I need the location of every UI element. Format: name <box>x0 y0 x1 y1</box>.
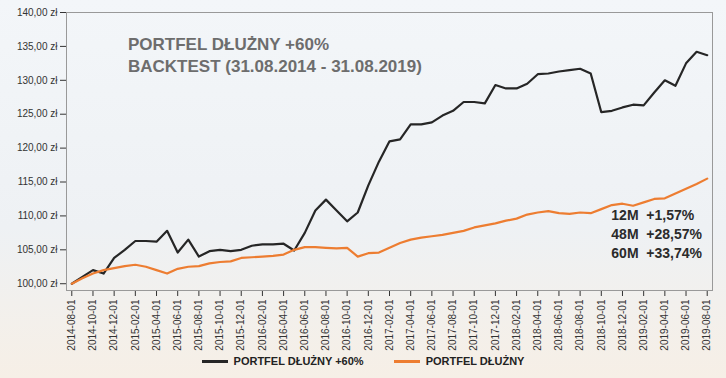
svg-text:2019-04-01: 2019-04-01 <box>659 299 670 351</box>
html-text:BACKTEST (31.08.2014 - 31.08.2: BACKTEST (31.08.2014 - 31.08.2019) <box>128 57 422 76</box>
svg-text:2017-12-01: 2017-12-01 <box>490 299 501 351</box>
svg-text:2016-02-01: 2016-02-01 <box>257 299 268 351</box>
svg-text:2015-04-01: 2015-04-01 <box>151 299 162 351</box>
svg-text:140,00 zł: 140,00 zł <box>17 7 58 18</box>
svg-text:2016-06-01: 2016-06-01 <box>299 299 310 351</box>
svg-text:2015-12-01: 2015-12-01 <box>235 299 246 351</box>
svg-text:2015-08-01: 2015-08-01 <box>193 299 204 351</box>
svg-text:2016-12-01: 2016-12-01 <box>363 299 374 351</box>
svg-text:2017-06-01: 2017-06-01 <box>426 299 437 351</box>
svg-text:2015-10-01: 2015-10-01 <box>214 299 225 351</box>
svg-text:2015-06-01: 2015-06-01 <box>172 299 183 351</box>
svg-text:2019-08-01: 2019-08-01 <box>701 299 712 351</box>
svg-text:2018-10-01: 2018-10-01 <box>596 299 607 351</box>
svg-text:130,00 zł: 130,00 zł <box>17 75 58 86</box>
svg-text:2014-08-01: 2014-08-01 <box>66 299 77 351</box>
svg-text:120,00 zł: 120,00 zł <box>17 142 58 153</box>
svg-text:100,00 zł: 100,00 zł <box>17 278 58 289</box>
html-text:12M +1,57%: 12M +1,57% <box>611 207 695 223</box>
svg-text:2014-12-01: 2014-12-01 <box>108 299 119 351</box>
svg-text:2017-08-01: 2017-08-01 <box>447 299 458 351</box>
svg-text:2018-04-01: 2018-04-01 <box>532 299 543 351</box>
svg-text:2019-02-01: 2019-02-01 <box>638 299 649 351</box>
svg-text:2019-06-01: 2019-06-01 <box>680 299 691 351</box>
svg-text:2017-02-01: 2017-02-01 <box>384 299 395 351</box>
svg-text:2018-06-01: 2018-06-01 <box>553 299 564 351</box>
svg-text:125,00 zł: 125,00 zł <box>17 108 58 119</box>
html-text:48M +28,57%: 48M +28,57% <box>611 226 702 242</box>
svg-text:2016-08-01: 2016-08-01 <box>320 299 331 351</box>
svg-text:105,00 zł: 105,00 zł <box>17 244 58 255</box>
svg-text:115,00 zł: 115,00 zł <box>18 176 59 187</box>
svg-text:2015-02-01: 2015-02-01 <box>130 299 141 351</box>
svg-text:2017-04-01: 2017-04-01 <box>405 299 416 351</box>
svg-text:2018-08-01: 2018-08-01 <box>574 299 585 351</box>
svg-text:2018-12-01: 2018-12-01 <box>617 299 628 351</box>
svg-text:2016-10-01: 2016-10-01 <box>341 299 352 351</box>
svg-text:135,00 zł: 135,00 zł <box>17 41 58 52</box>
svg-text:2016-04-01: 2016-04-01 <box>278 299 289 351</box>
svg-text:2018-02-01: 2018-02-01 <box>511 299 522 351</box>
html-text:PORTFEL DŁUŻNY +60%: PORTFEL DŁUŻNY +60% <box>128 35 330 54</box>
html-text:PORTFEL DŁUŻNY: PORTFEL DŁUŻNY <box>425 355 525 367</box>
html-text:PORTFEL DŁUŻNY +60%: PORTFEL DŁUŻNY +60% <box>233 355 364 367</box>
html-text:60M +33,74%: 60M +33,74% <box>611 245 702 261</box>
svg-text:110,00 zł: 110,00 zł <box>18 210 59 221</box>
svg-text:2017-10-01: 2017-10-01 <box>468 299 479 351</box>
svg-text:2014-10-01: 2014-10-01 <box>87 299 98 351</box>
